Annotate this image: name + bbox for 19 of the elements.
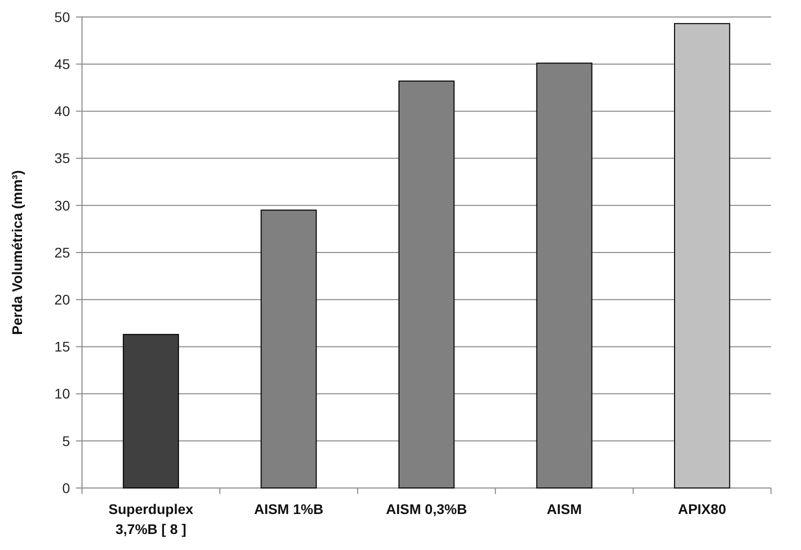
x-tick-label: APIX80 [678,501,726,517]
bar [674,23,730,488]
y-tick-label: 20 [54,292,70,308]
y-tick-label: 45 [54,56,70,72]
y-tick-label: 30 [54,197,70,214]
x-tick-label: AISM [546,501,582,517]
bar [122,334,179,488]
y-tick-label: 5 [62,432,70,449]
x-tick-label: Superduplex 3,7%B [ 8 ] [108,501,194,537]
x-tick-label: AISM 0,3%B [386,501,467,517]
y-tick-label: 40 [54,103,70,120]
y-tick-label: 15 [54,338,70,355]
y-tick-label: 10 [54,386,70,402]
y-tick-label: 35 [54,150,70,166]
y-tick-label: 0 [62,480,70,496]
y-tick-label: 50 [54,8,70,25]
y-axis-title: Perda Volumétrica (mm³) [9,170,25,335]
x-tick-label: AISM 1%B [254,501,324,517]
y-tick-label: 25 [54,244,70,260]
